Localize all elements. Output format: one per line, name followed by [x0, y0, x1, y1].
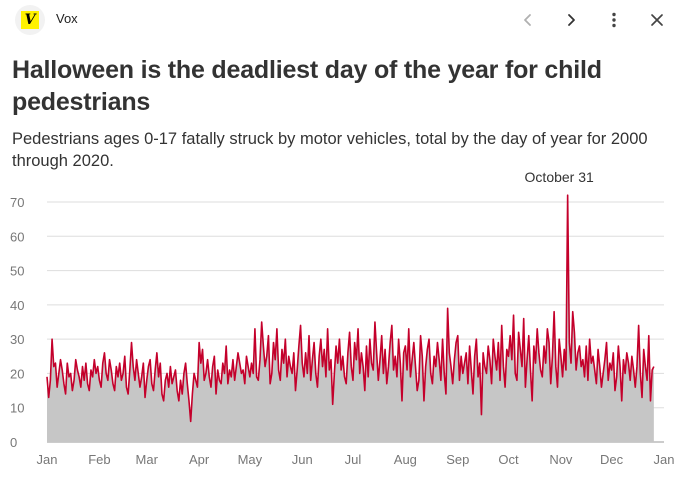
x-tick-label: Aug: [394, 452, 417, 467]
close-button[interactable]: [643, 6, 671, 34]
x-tick-label: Oct: [498, 452, 519, 467]
chevron-right-icon: [568, 14, 575, 26]
annotation-label: October 31: [525, 169, 594, 185]
y-tick-label: 70: [10, 195, 24, 210]
back-button[interactable]: [514, 6, 542, 34]
vox-logo: V: [15, 5, 45, 35]
chevron-left-icon: [524, 14, 531, 26]
x-tick-label: Mar: [136, 452, 159, 467]
more-vertical-icon: [612, 12, 616, 28]
x-tick-label: Sep: [446, 452, 469, 467]
forward-button[interactable]: [557, 6, 585, 34]
article-subtitle: Pedestrians ages 0-17 fatally struck by …: [12, 130, 648, 170]
x-tick-label: Apr: [189, 452, 210, 467]
vox-logo-letter: V: [21, 11, 39, 29]
y-tick-label: 30: [10, 332, 24, 347]
series-line: [46, 194, 655, 423]
pedestrian-deaths-chart: 0 10 20 30 40 50 60 70 Jan Feb Mar Apr May Jun Jul Aug…: [10, 169, 675, 467]
browser-header: V Vox: [0, 0, 682, 40]
y-axis-ticks: 0 10 20 30 40 50 60 70: [10, 195, 24, 450]
site-name: Vox: [56, 11, 78, 26]
chart-annotation: October 31: [525, 169, 594, 185]
article-title: Halloween is the deadliest day of the ye…: [12, 56, 602, 116]
y-tick-label: 10: [10, 401, 24, 416]
x-tick-label: Feb: [88, 452, 110, 467]
y-tick-label: 50: [10, 264, 24, 279]
more-options-button[interactable]: [600, 6, 628, 34]
x-tick-label: Jun: [292, 452, 313, 467]
x-tick-label: Jan: [37, 452, 58, 467]
y-tick-label: 60: [10, 229, 24, 244]
y-tick-label: 20: [10, 366, 24, 381]
x-axis-ticks: Jan Feb Mar Apr May Jun Jul Aug Sep Oct Nov Dec Jan: [37, 452, 675, 467]
close-icon: [651, 14, 663, 26]
x-tick-label: May: [238, 452, 263, 467]
x-tick-label: Dec: [600, 452, 624, 467]
series-area-fill: [47, 195, 654, 442]
x-tick-label: Nov: [549, 452, 573, 467]
chart-area: [46, 194, 655, 442]
y-tick-label: 0: [10, 435, 17, 450]
y-tick-label: 40: [10, 298, 24, 313]
x-tick-label: Jan: [654, 452, 675, 467]
x-tick-label: Jul: [345, 452, 362, 467]
